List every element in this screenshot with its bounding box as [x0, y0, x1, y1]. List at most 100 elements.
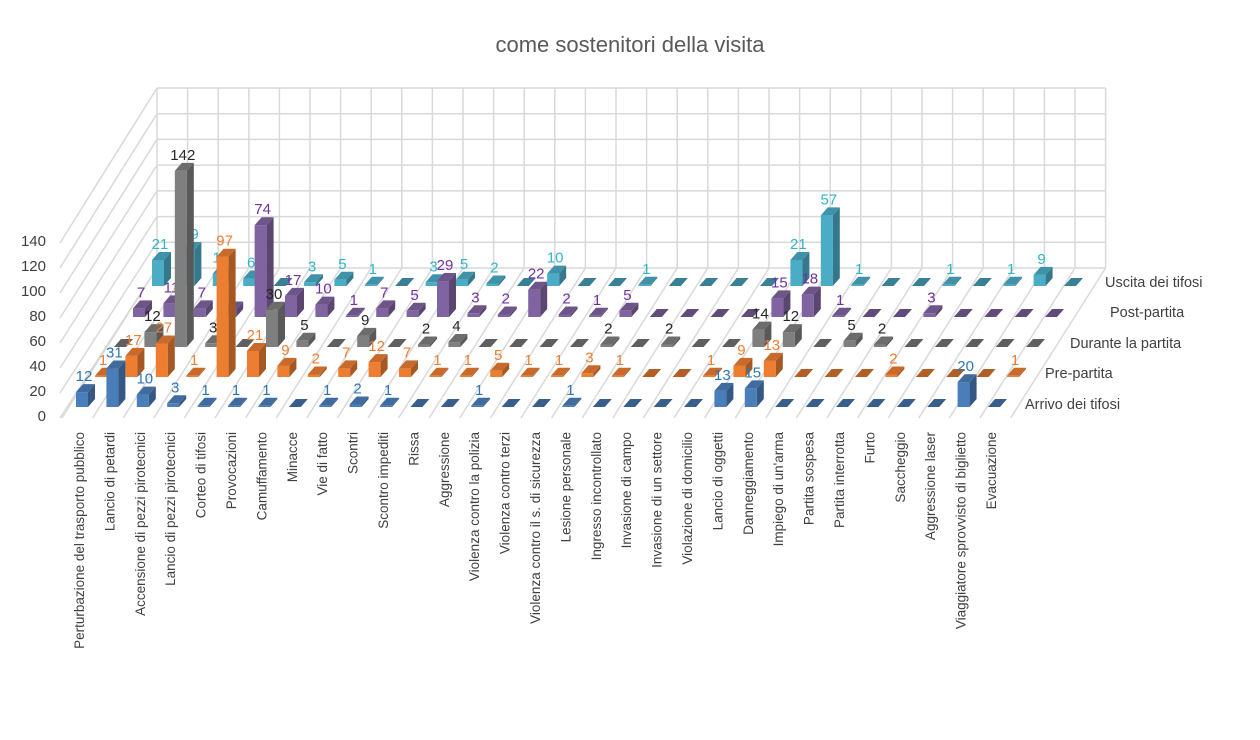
category-label: Aggressione laser	[923, 431, 938, 540]
bar: 142	[170, 147, 195, 347]
bar-top	[843, 332, 863, 341]
bar-front	[1033, 274, 1046, 286]
bar-front	[167, 403, 180, 407]
data-label: 15	[744, 364, 761, 381]
bar	[235, 339, 255, 347]
bar-top	[832, 307, 852, 316]
bar-front	[581, 373, 594, 377]
bar-top	[307, 366, 327, 375]
bar-front	[380, 405, 392, 407]
bar: 2	[600, 321, 620, 347]
bar-top	[406, 302, 426, 311]
data-label: 9	[361, 312, 369, 329]
bar-front	[486, 283, 499, 286]
bar	[570, 339, 589, 347]
bar-top	[653, 399, 673, 407]
bar-front	[843, 340, 856, 347]
bar-front	[562, 405, 575, 407]
data-label: 9	[737, 342, 745, 359]
gridline-side	[59, 87, 158, 244]
data-label: 2	[353, 381, 361, 398]
category-label: Violenza contro terzi	[498, 432, 513, 554]
bar-top	[942, 276, 962, 285]
bar-top	[376, 300, 396, 309]
bar-top	[418, 336, 437, 345]
bar	[608, 278, 627, 286]
data-label: 27	[155, 320, 172, 337]
bar-front	[733, 365, 746, 377]
bar-side	[886, 336, 893, 347]
bar: 2	[307, 351, 327, 377]
bar-side	[278, 301, 285, 347]
data-label: 1	[555, 352, 563, 369]
bar-top	[467, 305, 487, 314]
bar	[668, 278, 688, 286]
bar: 5	[843, 317, 863, 347]
bar: 12	[782, 308, 802, 347]
data-label: 7	[380, 284, 388, 301]
bar-front	[174, 170, 187, 347]
bar: 1	[364, 261, 384, 286]
bar: 12	[368, 338, 388, 377]
data-label: 1	[616, 352, 624, 369]
bar-front	[163, 303, 176, 317]
bar	[836, 399, 855, 407]
bar-front	[296, 340, 309, 347]
data-label: 1	[855, 261, 863, 278]
bar-side	[205, 300, 213, 317]
data-label: 2	[889, 351, 897, 368]
bar: 22	[528, 266, 548, 317]
bar-side	[802, 251, 810, 286]
bar-front	[266, 309, 278, 347]
bar-top	[927, 399, 947, 407]
bar-top	[387, 339, 407, 347]
bar-top	[1033, 266, 1053, 275]
data-label: 1	[1007, 261, 1015, 278]
bar	[953, 309, 973, 317]
gridline-side	[59, 190, 158, 344]
bar-top	[76, 384, 95, 393]
bar: 1	[471, 382, 491, 407]
bar: 13	[763, 337, 783, 377]
bar: 97	[216, 233, 236, 377]
bar-top	[782, 324, 802, 333]
bar-top	[501, 399, 521, 407]
bar-side	[411, 360, 418, 377]
bar-top	[532, 399, 551, 407]
bar-top	[805, 399, 825, 407]
bar-side	[570, 306, 578, 317]
gridline-floor	[550, 267, 648, 419]
data-label: 5	[300, 317, 308, 334]
bar-top	[915, 369, 935, 377]
bar	[539, 339, 559, 347]
gridline-floor	[765, 267, 862, 419]
bar-side	[483, 397, 491, 407]
bar-top	[364, 276, 384, 285]
bar-top	[1064, 278, 1083, 286]
gridline-floor	[275, 267, 372, 419]
bar	[478, 339, 498, 347]
data-label: 1	[836, 292, 844, 309]
bar-side	[532, 367, 540, 377]
data-label: 7	[137, 284, 145, 301]
bar-top	[885, 366, 905, 375]
bar: 20	[957, 358, 977, 407]
bar-side	[479, 305, 487, 317]
bar-front	[714, 390, 727, 407]
bar-top	[581, 365, 601, 374]
bar-top	[471, 397, 491, 406]
bar: 1	[851, 261, 871, 286]
bar-top	[984, 309, 1004, 317]
bar-top	[672, 369, 692, 377]
bar-top	[790, 251, 810, 260]
bar-top	[896, 399, 916, 407]
bar: 15	[744, 364, 764, 407]
bar-top	[125, 347, 145, 356]
bar-top	[155, 335, 175, 344]
data-label: 4	[452, 318, 460, 335]
bar-side	[593, 365, 601, 377]
bar: 5	[456, 256, 475, 286]
bar-side	[832, 207, 840, 286]
gridline-floor	[642, 267, 740, 419]
